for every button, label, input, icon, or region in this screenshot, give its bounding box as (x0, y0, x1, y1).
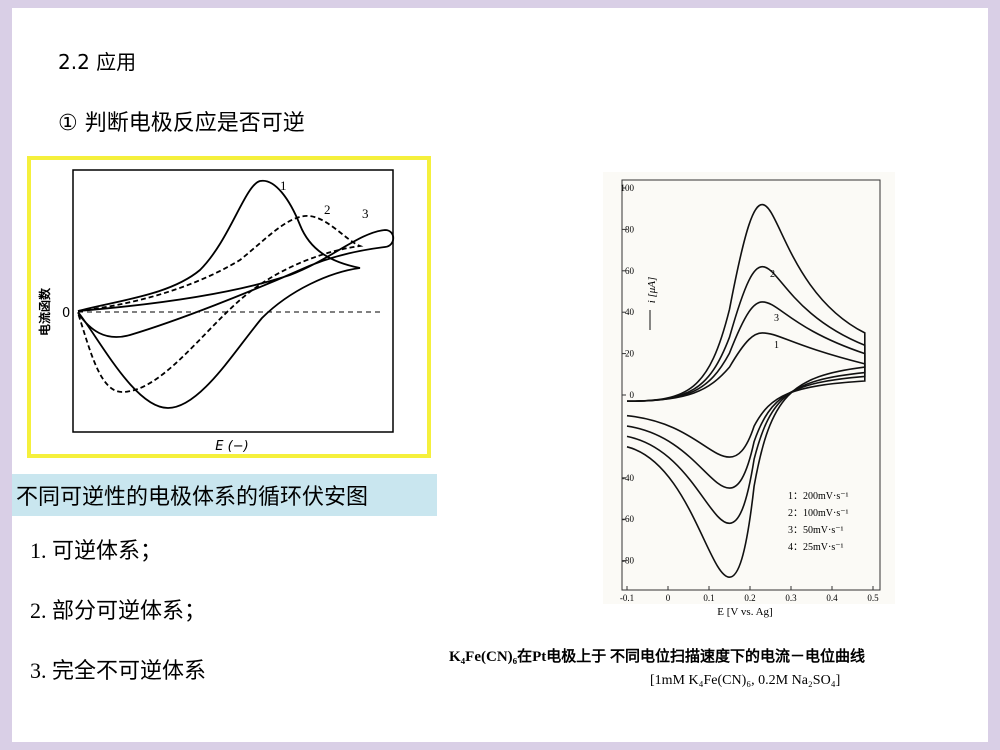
y-tick-label: 60 (625, 266, 635, 276)
subtitle: ① 判断电极反应是否可逆 (58, 111, 305, 136)
plot-frame (621, 179, 881, 591)
legend-entry: 4：25mV·s⁻¹ (788, 542, 844, 553)
scan-bg (603, 172, 895, 604)
curve-label: 1 (280, 178, 287, 193)
caption-box (12, 474, 437, 516)
curve-label: 3 (774, 313, 779, 324)
x-tick-label: 0.5 (867, 593, 879, 603)
legend-entry: 1：200mV·s⁻¹ (788, 491, 849, 502)
y-tick-label: 40 (625, 307, 635, 317)
y-tick-label: -40 (622, 473, 634, 483)
x-tick-label: 0.1 (703, 593, 714, 603)
x-tick-label: -0.1 (620, 593, 634, 603)
figure-caption: K₄Fe(CN)₆在Pt电极上于 不同电位扫描速度下的电流－电位曲线 (449, 647, 865, 665)
section-title: 2.2 应用 (58, 50, 136, 74)
x-axis-label: E (−) (215, 439, 248, 454)
list-item: 1. 可逆体系； (30, 538, 162, 563)
list-item: 3. 完全不可逆体系 (30, 658, 206, 683)
curve-label: 3 (362, 206, 369, 221)
legend-entry: 2：100mV·s⁻¹ (788, 508, 849, 519)
curve (77, 215, 364, 393)
y-axis-label: i [μA] (646, 277, 658, 304)
cv-curves (77, 179, 395, 409)
y-tick-label: 20 (625, 349, 635, 359)
legend-entry: 3：50mV·s⁻¹ (788, 525, 844, 536)
plot-frame (72, 169, 394, 433)
x-tick-label: 0.3 (785, 593, 797, 603)
x-tick-label: 0.2 (744, 593, 755, 603)
curve (626, 332, 866, 458)
curve-label: 1 (774, 340, 779, 351)
y-tick-label: 0 (630, 390, 635, 400)
list-item: 2. 部分可逆体系； (30, 598, 206, 623)
zero-label: 0 (62, 306, 70, 321)
x-axis-label: E [V vs. Ag] (717, 606, 772, 618)
curve-label: 2 (770, 269, 775, 280)
y-tick-label: 100 (621, 183, 635, 193)
y-tick-label: -80 (622, 556, 634, 566)
x-tick-label: 0 (666, 593, 671, 603)
curve (77, 229, 395, 338)
cv-curves (626, 203, 866, 579)
y-tick-label: 80 (625, 224, 635, 234)
y-axis-label: 电流函数 (37, 287, 52, 336)
figure-caption: [1mM K₄Fe(CN)₆, 0.2M Na₂SO₄] (650, 673, 840, 688)
curve-label: 2 (324, 202, 331, 217)
caption: 不同可逆性的电极体系的循环伏安图 (16, 485, 368, 510)
x-tick-label: 0.4 (826, 593, 838, 603)
figure-frame (27, 156, 431, 458)
y-tick-label: -60 (622, 514, 634, 524)
curve (77, 179, 361, 409)
